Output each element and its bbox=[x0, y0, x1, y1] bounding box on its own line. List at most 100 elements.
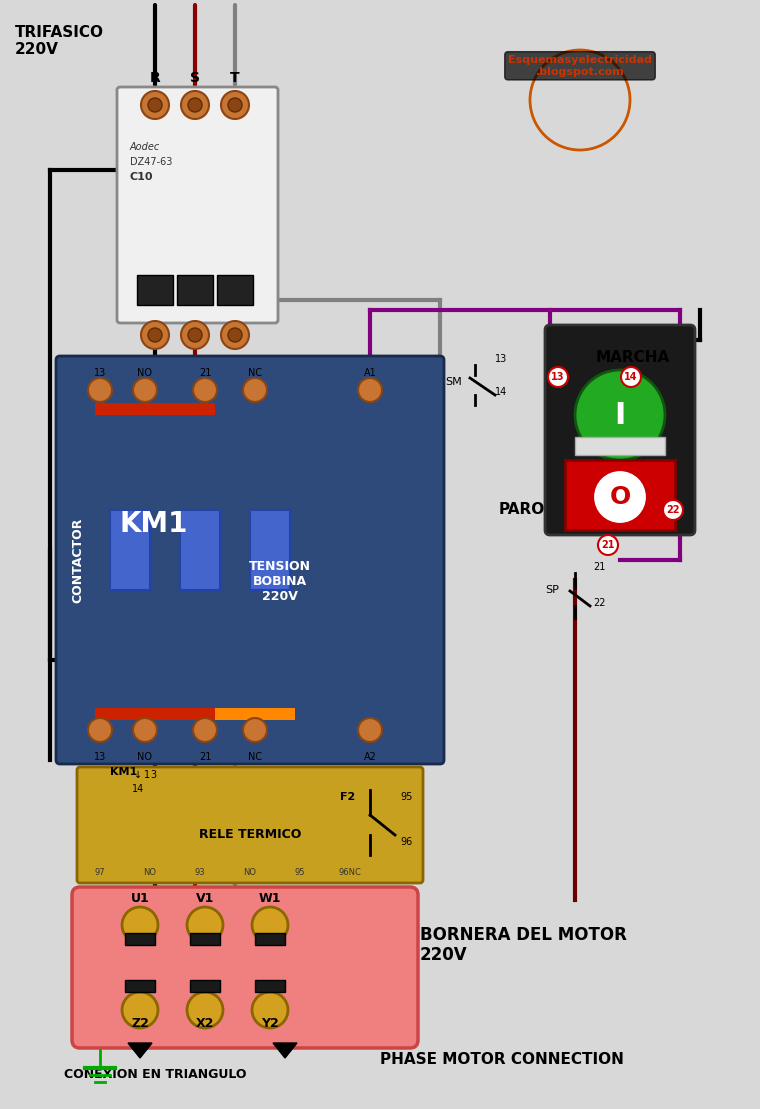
Circle shape bbox=[122, 907, 158, 943]
Bar bbox=[250, 510, 290, 590]
Circle shape bbox=[141, 321, 169, 349]
Text: KM1: KM1 bbox=[110, 767, 138, 777]
Circle shape bbox=[133, 718, 157, 742]
Circle shape bbox=[575, 370, 665, 460]
Text: T: T bbox=[230, 71, 240, 85]
Circle shape bbox=[148, 328, 162, 342]
Bar bbox=[215, 708, 295, 720]
Text: 21: 21 bbox=[199, 752, 211, 762]
Bar bbox=[565, 460, 675, 530]
Text: NO: NO bbox=[138, 752, 153, 762]
Circle shape bbox=[122, 991, 158, 1028]
Text: MARCHA: MARCHA bbox=[596, 350, 670, 365]
Circle shape bbox=[181, 321, 209, 349]
Circle shape bbox=[193, 718, 217, 742]
Circle shape bbox=[187, 991, 223, 1028]
Circle shape bbox=[228, 98, 242, 112]
Circle shape bbox=[88, 378, 112, 401]
Text: NC: NC bbox=[248, 368, 262, 378]
Text: 21: 21 bbox=[199, 368, 211, 378]
FancyBboxPatch shape bbox=[545, 325, 695, 535]
Circle shape bbox=[141, 91, 169, 119]
Bar bbox=[217, 275, 253, 305]
Text: 96NC: 96NC bbox=[338, 868, 362, 877]
Text: 14: 14 bbox=[495, 387, 507, 397]
Text: CONTACTOR: CONTACTOR bbox=[71, 517, 84, 602]
Text: $\downarrow$13: $\downarrow$13 bbox=[132, 769, 157, 780]
Bar bbox=[125, 933, 155, 945]
Bar bbox=[180, 510, 220, 590]
Text: C10: C10 bbox=[130, 172, 154, 182]
Text: O: O bbox=[610, 485, 631, 509]
Circle shape bbox=[358, 718, 382, 742]
Text: SP: SP bbox=[545, 586, 559, 596]
Text: RELE TERMICO: RELE TERMICO bbox=[199, 828, 301, 842]
Text: 97: 97 bbox=[95, 868, 106, 877]
Bar bbox=[177, 275, 213, 305]
Bar bbox=[190, 933, 220, 945]
FancyBboxPatch shape bbox=[77, 767, 423, 883]
Polygon shape bbox=[128, 1042, 152, 1058]
Bar bbox=[110, 510, 150, 590]
Text: 95: 95 bbox=[295, 868, 306, 877]
Bar bbox=[575, 437, 665, 455]
Text: 93: 93 bbox=[195, 868, 205, 877]
Text: A2: A2 bbox=[363, 752, 376, 762]
Text: U1: U1 bbox=[131, 892, 150, 905]
Text: 96: 96 bbox=[400, 837, 412, 847]
Circle shape bbox=[243, 718, 267, 742]
Text: 13: 13 bbox=[495, 354, 507, 364]
Text: 13: 13 bbox=[551, 372, 565, 381]
Text: NO: NO bbox=[138, 368, 153, 378]
Text: SM: SM bbox=[445, 377, 462, 387]
Text: 21: 21 bbox=[593, 562, 606, 572]
Text: DZ47-63: DZ47-63 bbox=[130, 157, 173, 167]
Text: X2: X2 bbox=[196, 1017, 214, 1030]
Text: F2: F2 bbox=[340, 792, 355, 802]
Text: 21: 21 bbox=[601, 540, 615, 550]
Text: 13: 13 bbox=[94, 368, 106, 378]
Text: W1: W1 bbox=[258, 892, 281, 905]
Circle shape bbox=[181, 91, 209, 119]
Bar bbox=[95, 403, 215, 415]
FancyBboxPatch shape bbox=[72, 887, 418, 1048]
Bar bbox=[137, 275, 173, 305]
Text: Aodec: Aodec bbox=[130, 142, 160, 152]
Circle shape bbox=[621, 367, 641, 387]
Circle shape bbox=[193, 378, 217, 401]
Polygon shape bbox=[273, 1042, 297, 1058]
FancyBboxPatch shape bbox=[117, 87, 278, 323]
Circle shape bbox=[221, 91, 249, 119]
Text: NO: NO bbox=[243, 868, 256, 877]
Circle shape bbox=[243, 378, 267, 401]
Text: 14: 14 bbox=[132, 784, 144, 794]
Text: I: I bbox=[614, 400, 625, 429]
Text: 95: 95 bbox=[400, 792, 413, 802]
Text: KM1: KM1 bbox=[120, 510, 188, 538]
Circle shape bbox=[598, 535, 618, 554]
Text: S: S bbox=[190, 71, 200, 85]
Text: NO: NO bbox=[144, 868, 157, 877]
Text: Esquemasyelectricidad
.blogspot.com: Esquemasyelectricidad .blogspot.com bbox=[508, 55, 652, 77]
Circle shape bbox=[148, 98, 162, 112]
Text: A1: A1 bbox=[363, 368, 376, 378]
Text: NC: NC bbox=[248, 752, 262, 762]
Bar bbox=[190, 980, 220, 991]
Text: PHASE MOTOR CONNECTION: PHASE MOTOR CONNECTION bbox=[380, 1052, 624, 1068]
Text: CONEXION EN TRIANGULO: CONEXION EN TRIANGULO bbox=[64, 1068, 246, 1081]
Text: TENSION
BOBINA
220V: TENSION BOBINA 220V bbox=[249, 560, 311, 603]
Text: BORNERA DEL MOTOR
220V: BORNERA DEL MOTOR 220V bbox=[420, 926, 627, 965]
Circle shape bbox=[252, 907, 288, 943]
Text: 14: 14 bbox=[624, 372, 638, 381]
Circle shape bbox=[133, 378, 157, 401]
Circle shape bbox=[188, 328, 202, 342]
FancyBboxPatch shape bbox=[56, 356, 444, 764]
Text: 13: 13 bbox=[94, 752, 106, 762]
Circle shape bbox=[188, 98, 202, 112]
Circle shape bbox=[548, 367, 568, 387]
Circle shape bbox=[187, 907, 223, 943]
Bar bbox=[255, 933, 285, 945]
Bar bbox=[125, 980, 155, 991]
Text: V1: V1 bbox=[196, 892, 214, 905]
Circle shape bbox=[358, 378, 382, 401]
